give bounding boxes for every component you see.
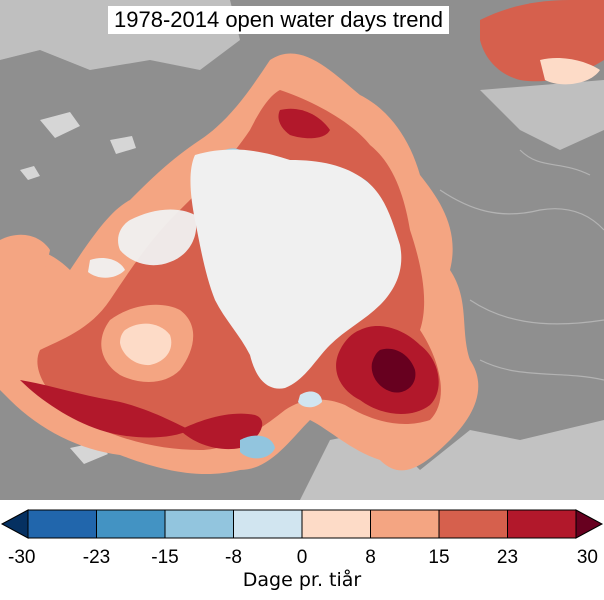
colorbar-bin [438,509,508,539]
colorbar-underflow-arrow [0,509,29,539]
sea-ice-archipelago [88,258,125,278]
lake [110,136,136,154]
colorbar-bin [370,509,440,539]
arctic-map: 1978-2014 open water days trend [0,0,604,500]
colorbar: -30 -23 -15 -8 0 8 15 23 30 Dage pr. tiår [0,508,604,600]
colorbar-tick-label: 0 [297,547,308,568]
colorbar-canvas: -30 -23 -15 -8 0 8 15 23 30 [0,509,604,568]
trend-band-dark [278,108,330,139]
colorbar-bin [27,509,97,539]
colorbar-label: Dage pr. tiår [242,569,362,591]
colorbar-tick-label: -15 [151,547,178,568]
colorbar-bin [301,509,371,539]
colorbar-tick-label: 8 [365,547,376,568]
river [469,299,604,325]
colorbar-tick-label: -23 [83,547,110,568]
river [519,149,591,176]
negative-trend-patch [240,435,275,459]
sea-ice [190,149,402,389]
colorbar-tick-label: 23 [497,547,518,568]
colorbar-tick-label: 15 [428,547,449,568]
colorbar-bin [96,509,166,539]
colorbar-bin [164,509,234,539]
colorbar-bin [507,509,577,539]
lake [40,112,80,138]
trend-band-dark [20,380,190,438]
colorbar-tick-label: -30 [8,547,35,568]
trend-band-west [0,234,50,312]
colorbar-tick-label: 30 [577,547,598,568]
colorbar-bins [27,509,577,539]
negative-trend-patch [298,391,322,408]
land-light-region-ne [480,80,604,150]
map-title: 1978-2014 open water days trend [108,6,450,34]
river [479,359,604,381]
colorbar-overflow-arrow [575,509,604,539]
trend-overflow-region [371,348,416,393]
colorbar-tick-labels: -30 -23 -15 -8 0 8 15 23 30 [8,547,598,568]
trend-bay-region [120,323,172,366]
colorbar-bin [233,509,303,539]
sea-ice-archipelago [118,209,197,266]
lake [20,166,40,180]
map-canvas [0,0,604,500]
colorbar-tick-label: -8 [225,547,242,568]
trend-band-ne-light [540,58,600,85]
river [439,189,604,231]
